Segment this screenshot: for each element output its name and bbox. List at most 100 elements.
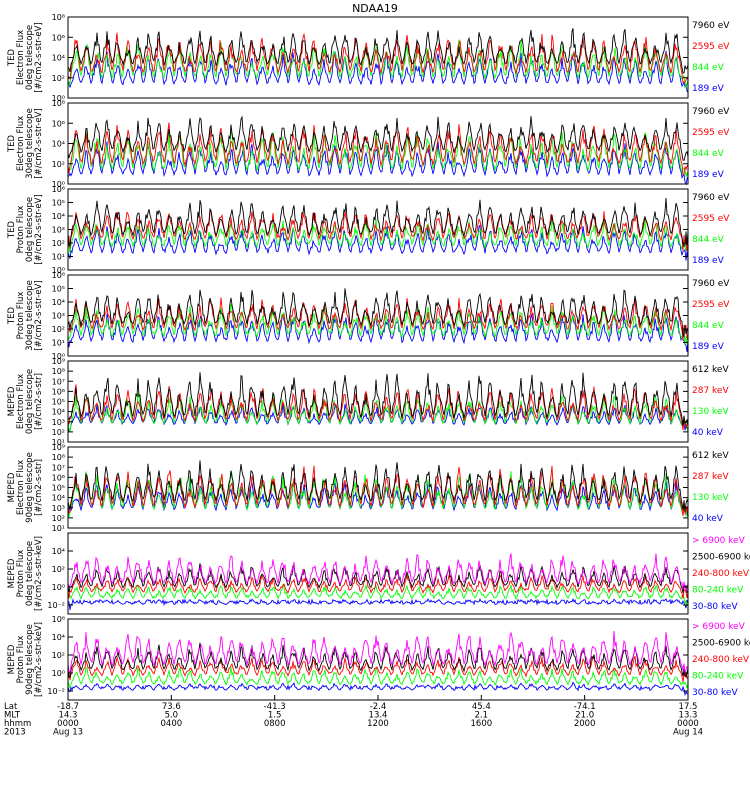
y-tick-label: 10⁶ [52, 387, 65, 396]
series-line-189-ev [67, 224, 689, 261]
series-line-2500-6900-kev [67, 563, 689, 594]
y-tick-label: 10⁸ [52, 453, 65, 462]
x-tick-label-mlt: 13.4 [369, 711, 388, 721]
y-tick-label: 10⁶ [52, 119, 65, 128]
y-tick-label: 10⁵ [52, 484, 65, 493]
y-tick-label: 10⁰ [52, 352, 65, 361]
series-line-130-kev [67, 392, 689, 433]
legend-entry: 240-800 keV [692, 655, 750, 665]
legend-entry: 130 keV [692, 407, 729, 417]
y-axis-label-line: 90deg telescope [25, 452, 35, 523]
y-tick-label: 10⁻² [47, 601, 65, 610]
y-tick-label: 10¹ [52, 438, 65, 447]
series-line-2595-ev [67, 122, 689, 176]
legend-entry: 189 eV [692, 256, 725, 266]
y-tick-label: 10⁵ [52, 285, 65, 294]
series-line-2595-ev [67, 297, 689, 341]
y-tick-label: 10⁴ [52, 212, 65, 221]
legend-entry: 287 keV [692, 472, 729, 482]
y-tick-label: 10³ [52, 226, 65, 235]
y-tick-label: 10⁰ [52, 266, 65, 275]
series-line--6900-kev [67, 630, 689, 674]
legend-entry: 2595 eV [692, 300, 730, 310]
series-line-287-kev [67, 384, 689, 431]
series-line-189-ev [67, 141, 689, 186]
legend-entry: 844 eV [692, 149, 725, 159]
x-tick-label-lat: 17.5 [679, 702, 698, 712]
y-axis-label-line: Proton Flux [16, 636, 26, 684]
y-axis-label-line: [#/cm2-s-str-keV] [34, 536, 44, 611]
legend-entry: 80-240 keV [692, 586, 744, 596]
x-tick-label-mlt: 5.0 [165, 711, 179, 721]
y-axis-label-line: [#/cm2-s-str] [34, 459, 44, 516]
x-row-label: hhmm [4, 719, 31, 729]
y-axis-label-line: [#/cm2-s-str-eV] [34, 194, 44, 264]
series-line-2595-ev [67, 209, 689, 252]
legend-entry: 189 eV [692, 342, 725, 352]
y-tick-label: 10⁷ [52, 463, 65, 472]
y-tick-label: 10² [52, 74, 65, 83]
legend-entry: 2595 eV [692, 128, 730, 138]
series-line--6900-kev [67, 553, 689, 592]
y-axis-label-line: TED [7, 134, 17, 153]
legend-entry: 844 eV [692, 321, 725, 331]
y-axis-label-line: 0deg telescope [25, 197, 35, 262]
legend-entry: 189 eV [692, 84, 725, 94]
panel-1: 10⁰ 10² 10⁴ 10⁶ 10⁸ TED Electron Flux 0deg tele… [7, 13, 730, 103]
x-tick-label-lat: 73.6 [162, 702, 181, 712]
y-tick-label: 10¹ [52, 253, 65, 262]
x-tick-label-mlt: 21.0 [575, 711, 594, 721]
y-axis-label-line: 0deg telescope [25, 541, 35, 606]
y-tick-label: 10⁶ [52, 473, 65, 482]
series-line-240-800-kev [67, 573, 689, 599]
y-tick-label: 10⁰ [52, 94, 65, 103]
legend-entry: 844 eV [692, 235, 725, 245]
y-axis-label-line: [#/cm2-s-str-keV] [34, 622, 44, 697]
x-tick-label-lat: -41.3 [264, 702, 286, 712]
y-axis-label-line: [#/cm2-s-str-eV] [34, 280, 44, 350]
y-tick-label: 10⁵ [52, 398, 65, 407]
y-tick-label: 10⁰ [52, 583, 65, 592]
series-line-240-800-kev [67, 655, 689, 682]
y-tick-label: 10⁹ [52, 357, 65, 366]
plot-title: NDAA19 [352, 2, 398, 15]
legend-entry: 2595 eV [692, 214, 730, 224]
y-axis-label-line: Proton Flux [16, 550, 26, 598]
y-axis-label-line: [#/cm2-s-str-eV] [34, 108, 44, 178]
panel-7: 10⁻² 10⁰ 10² 10⁴ MEPED Proton Flux 0deg telesc… [7, 532, 750, 615]
x-tick-label-lat: -2.4 [370, 702, 387, 712]
x-tick-label-hhmm: 0000 [677, 719, 699, 729]
y-tick-label: 10⁴ [52, 547, 65, 556]
y-axis-label-line: Electron Flux [16, 374, 26, 429]
y-axis-label-line: TED [7, 48, 17, 67]
y-axis-label-line: MEPED [7, 472, 17, 502]
y-axis-label-line: Electron Flux [16, 460, 26, 515]
y-tick-label: 10¹ [52, 524, 65, 533]
legend-entry: 7960 eV [692, 279, 730, 289]
series-line-7960-ev [67, 28, 689, 74]
y-axis-label-line: 0deg telescope [25, 369, 35, 434]
legend-entry: 7960 eV [692, 107, 730, 117]
series-line-30-80-kev [67, 598, 689, 611]
y-tick-label: 10⁵ [52, 199, 65, 208]
x-row-label: Lat [4, 702, 18, 712]
x-tick-label-mlt: 1.5 [268, 711, 282, 721]
y-tick-label: 10² [52, 239, 65, 248]
series-line-612-kev [67, 372, 689, 426]
y-axis-label-line: Proton Flux [16, 206, 26, 254]
y-tick-label: 10² [52, 160, 65, 169]
legend-entry: 80-240 keV [692, 672, 744, 682]
x-tick-label-mlt: 2.1 [475, 711, 489, 721]
legend-entry: 30-80 keV [692, 688, 738, 698]
y-tick-label: 10⁰ [52, 669, 65, 678]
legend-entry: 30-80 keV [692, 602, 738, 612]
x-tick-label-date: Aug 13 [53, 728, 83, 738]
series-line-7960-ev [67, 115, 689, 162]
legend-entry: 844 eV [692, 63, 725, 73]
panel-3: 10⁰ 10¹ 10² 10³ 10⁴ 10⁵ 10⁶ TED Proton Flux 0deg … [7, 185, 730, 275]
y-axis-label-line: MEPED [7, 386, 17, 416]
legend-entry: 40 keV [692, 428, 724, 438]
